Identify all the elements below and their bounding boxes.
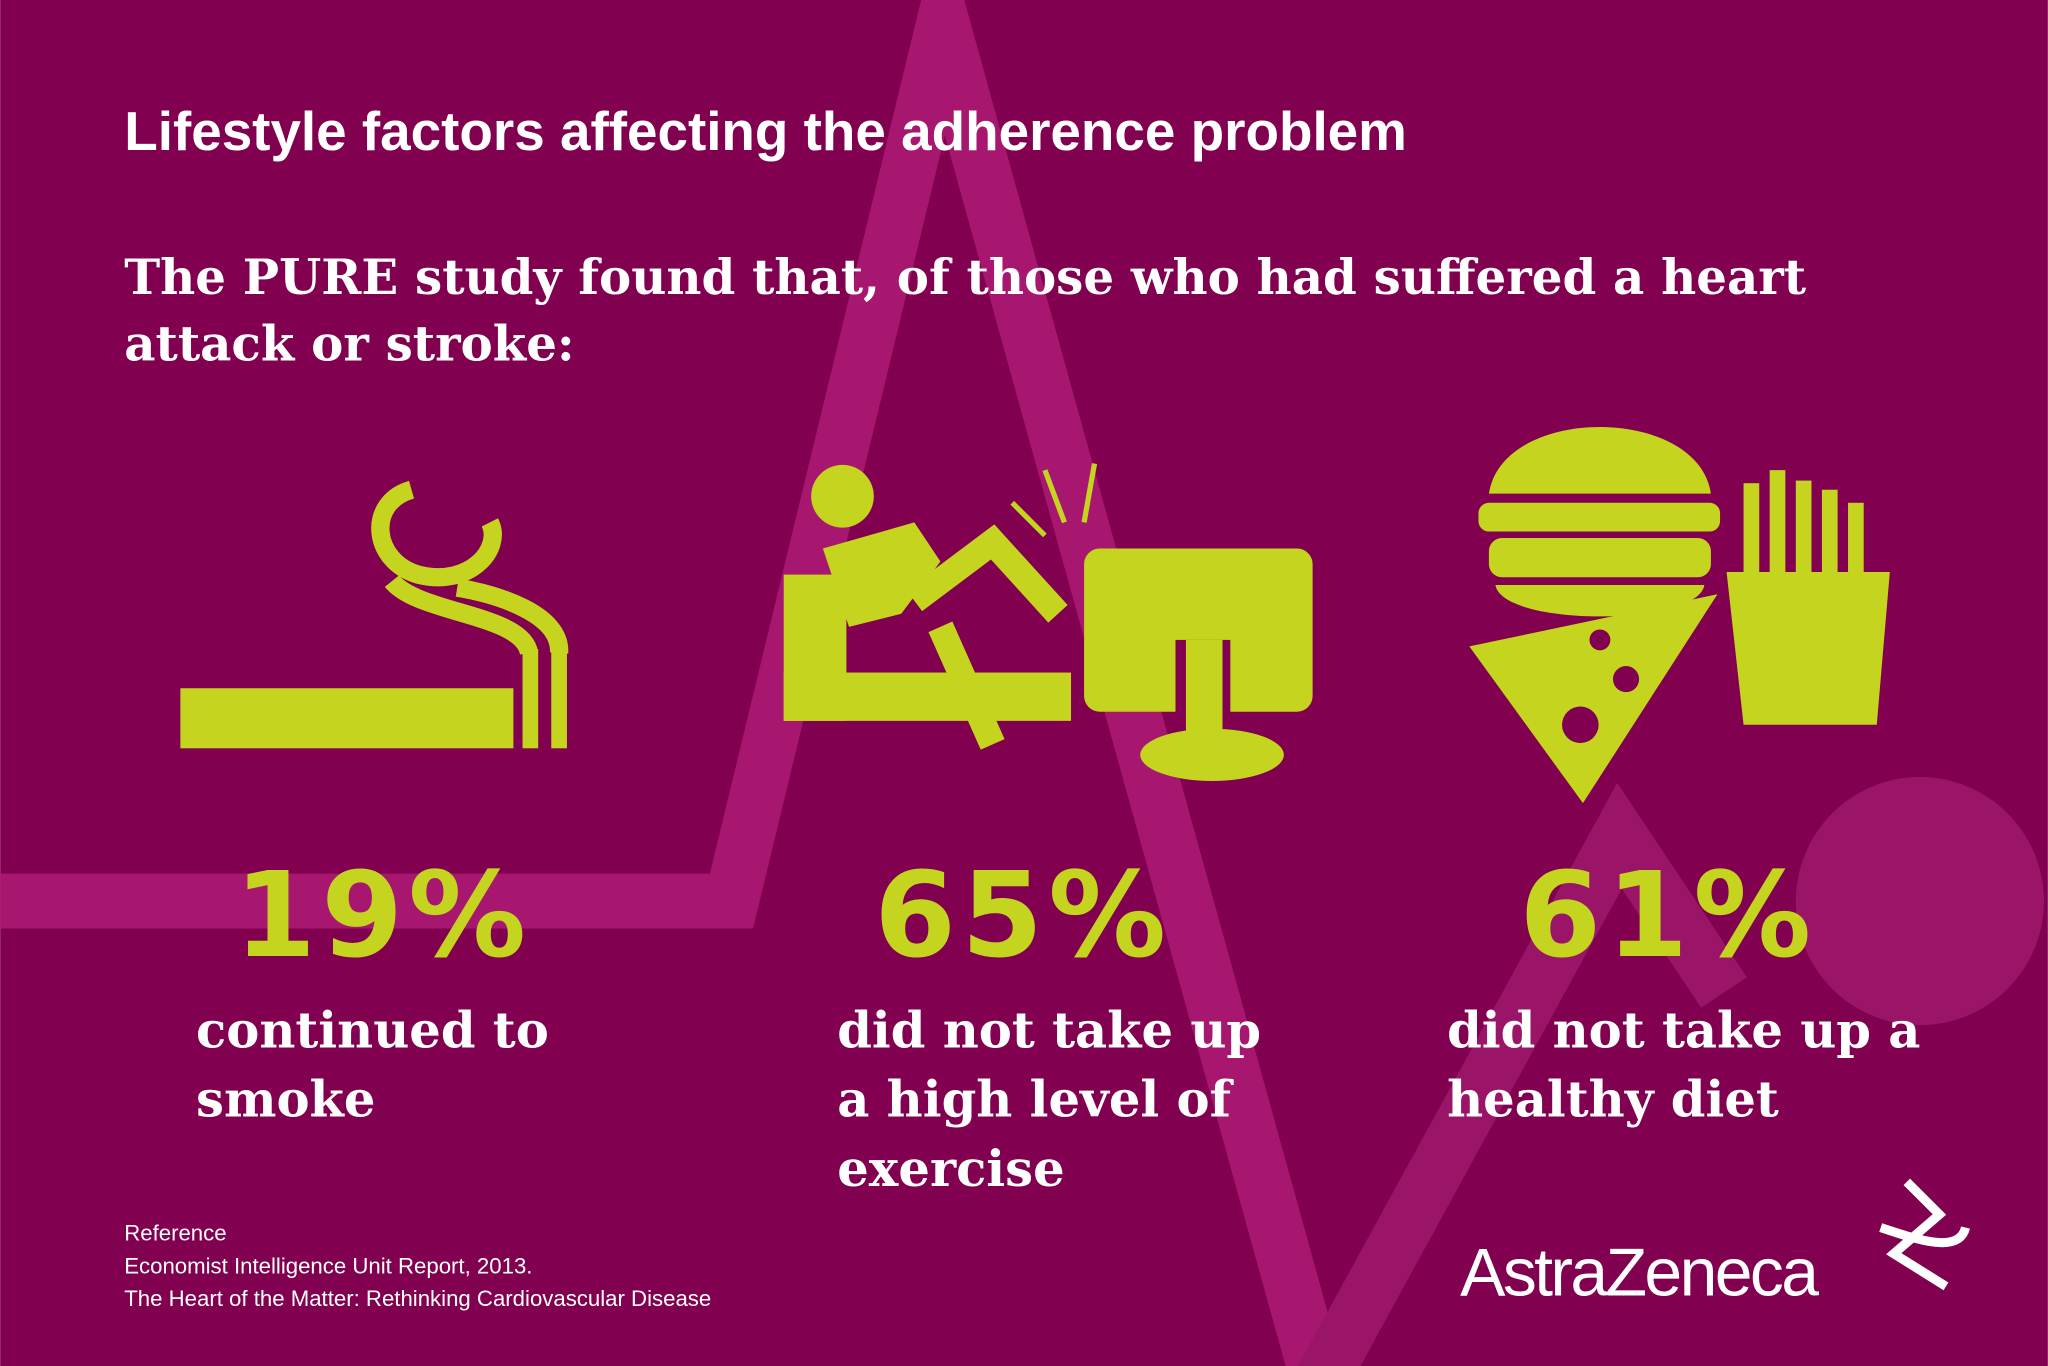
pizza-topping: [1612, 666, 1640, 693]
burger-patty: [1478, 502, 1721, 532]
fry: [1821, 489, 1838, 575]
stat-description: continued to: [196, 1000, 549, 1059]
stat-description: did not take up a: [1447, 1000, 1920, 1059]
monitor-base: [1140, 728, 1284, 781]
impact-lines: [1010, 463, 1098, 538]
stat-description: a high level of: [837, 1070, 1233, 1129]
monitor: [1084, 548, 1313, 712]
stat-value: 61%: [1519, 847, 1816, 984]
stat-description: did not take up: [837, 1000, 1261, 1059]
reference-line: The Heart of the Matter: Rethinking Card…: [124, 1286, 711, 1311]
fry: [1795, 480, 1812, 575]
stat-description: healthy diet: [1447, 1070, 1779, 1129]
stat-description: exercise: [837, 1139, 1064, 1198]
pizza-topping: [1562, 706, 1599, 744]
heartbeat-path: [1297, 782, 1747, 1366]
stat-value: 65%: [874, 847, 1171, 984]
pizza-slice: [1469, 594, 1718, 804]
fry: [1848, 502, 1864, 575]
body: [822, 522, 941, 627]
subtitle: The PURE study found that, of those who …: [124, 250, 1807, 306]
fries-box: [1726, 571, 1890, 725]
burger-patty: [1488, 538, 1711, 578]
reference-heading: Reference: [124, 1221, 226, 1246]
decor-circle: [1795, 777, 2044, 1026]
stats: 19% continued to smoke 65% did not take up a …: [196, 847, 1920, 1198]
logo-text: AstraZeneca: [1460, 1235, 1819, 1310]
smoke: [371, 480, 569, 656]
couch-tv-icon: [783, 463, 1313, 781]
reference-line: Economist Intelligence Unit Report, 2013…: [124, 1253, 532, 1278]
head: [811, 464, 874, 528]
couch-seat: [783, 672, 1072, 721]
pizza-topping: [1589, 629, 1611, 651]
logo-symbol: [1879, 1178, 1971, 1291]
cigarette: [180, 688, 514, 749]
legs: [906, 524, 1068, 750]
burger-bun: [1488, 427, 1711, 494]
cigarette-ash: [551, 649, 567, 749]
subtitle: attack or stroke:: [124, 316, 575, 372]
fry: [1769, 470, 1786, 575]
fry: [1743, 483, 1760, 575]
cigarette-icon: [180, 480, 569, 749]
cigarette-ash: [522, 649, 539, 749]
stat-description: smoke: [196, 1070, 375, 1129]
stat-value: 19%: [234, 847, 531, 984]
title: Lifestyle factors affecting the adherenc…: [124, 100, 1407, 162]
food-icon: [1469, 427, 1890, 804]
